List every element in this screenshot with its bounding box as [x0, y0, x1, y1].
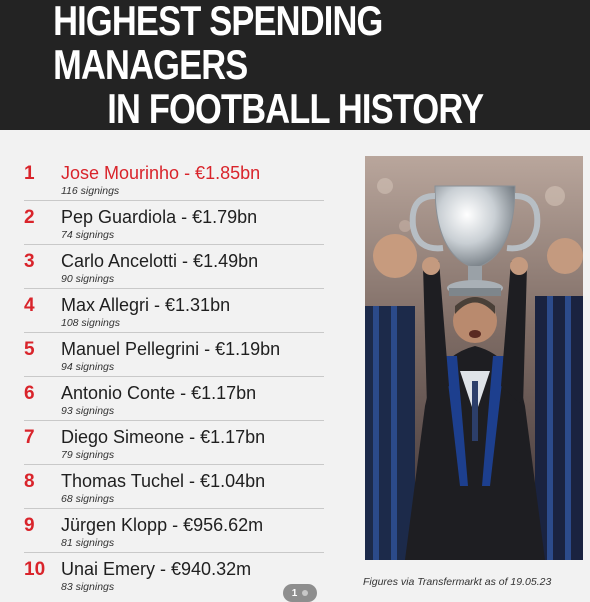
signings-count: 81 signings	[61, 537, 115, 549]
signings-count: 94 signings	[61, 361, 115, 373]
list-item: 6 Antonio Conte - €1.17bn 93 signings	[24, 378, 324, 421]
photo-illustration	[365, 156, 583, 560]
manager-name-spend: Thomas Tuchel - €1.04bn	[61, 471, 266, 491]
list-item: 4 Max Allegri - €1.31bn 108 signings	[24, 290, 324, 333]
list-item: 1 Jose Mourinho - €1.85bn 116 signings	[24, 158, 324, 201]
signings-count: 83 signings	[61, 581, 115, 593]
trophy-celebration-photo	[365, 156, 583, 560]
rank-number: 6	[24, 383, 35, 404]
list-item: 7 Diego Simeone - €1.17bn 79 signings	[24, 422, 324, 465]
manager-list: 1 Jose Mourinho - €1.85bn 116 signings 2…	[24, 158, 324, 597]
list-item: 3 Carlo Ancelotti - €1.49bn 90 signings	[24, 246, 324, 289]
list-item: 10 Unai Emery - €940.32m 83 signings	[24, 554, 324, 596]
signings-count: 116 signings	[61, 185, 120, 197]
signings-count: 74 signings	[61, 229, 115, 241]
manager-name-spend: Carlo Ancelotti - €1.49bn	[61, 251, 259, 271]
rank-number: 3	[24, 251, 35, 272]
title-banner: HIGHEST SPENDING MANAGERS IN FOOTBALL HI…	[0, 0, 590, 132]
list-item: 9 Jürgen Klopp - €956.62m 81 signings	[24, 510, 324, 553]
rank-number: 5	[24, 339, 35, 360]
carousel-pager[interactable]: 1	[283, 584, 317, 602]
pager-current-number: 1	[291, 587, 298, 599]
manager-name-spend: Unai Emery - €940.32m	[61, 559, 252, 579]
signings-count: 93 signings	[61, 405, 115, 417]
title-line-1: HIGHEST SPENDING MANAGERS	[53, 0, 383, 88]
signings-count: 79 signings	[61, 449, 115, 461]
manager-name-spend: Jürgen Klopp - €956.62m	[61, 515, 264, 535]
source-note: Figures via Transfermarkt as of 19.05.23	[363, 576, 552, 588]
manager-name-spend: Pep Guardiola - €1.79bn	[61, 207, 258, 227]
signings-count: 108 signings	[61, 317, 120, 329]
rank-number: 9	[24, 515, 35, 536]
rank-number: 2	[24, 207, 35, 228]
signings-count: 90 signings	[61, 273, 115, 285]
title-line-2: IN FOOTBALL HISTORY	[106, 85, 484, 132]
rank-number: 7	[24, 427, 35, 448]
manager-name-spend: Antonio Conte - €1.17bn	[61, 383, 257, 403]
manager-name-spend: Jose Mourinho - €1.85bn	[61, 163, 261, 183]
manager-name-spend: Max Allegri - €1.31bn	[61, 295, 231, 315]
signings-count: 68 signings	[61, 493, 115, 505]
pager-dot[interactable]	[302, 590, 309, 596]
rank-number: 8	[24, 471, 35, 492]
rank-number: 4	[24, 295, 35, 316]
rank-number: 1	[24, 163, 35, 184]
manager-name-spend: Diego Simeone - €1.17bn	[61, 427, 266, 447]
list-item: 5 Manuel Pellegrini - €1.19bn 94 signing…	[24, 334, 324, 377]
list-item: 8 Thomas Tuchel - €1.04bn 68 signings	[24, 466, 324, 509]
list-item: 2 Pep Guardiola - €1.79bn 74 signings	[24, 202, 324, 245]
rank-number: 10	[24, 559, 46, 580]
manager-name-spend: Manuel Pellegrini - €1.19bn	[61, 339, 281, 359]
